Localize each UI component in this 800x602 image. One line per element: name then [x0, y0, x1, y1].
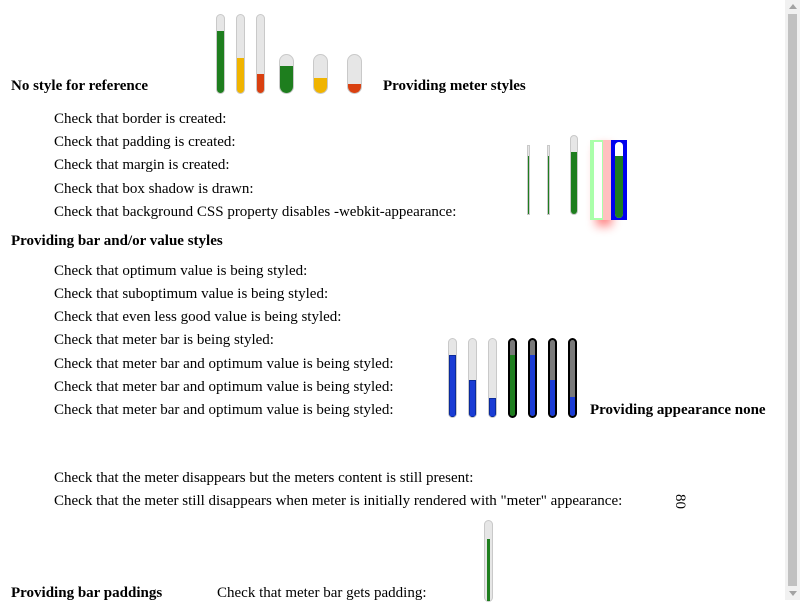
- meter-value: [615, 155, 623, 218]
- check-meter-bar-label: Check that meter bar is being styled:: [54, 332, 274, 348]
- meter-value: [280, 66, 293, 93]
- padded-meter: [484, 520, 493, 602]
- meter-track: [615, 142, 623, 218]
- appearance-none-heading: Providing appearance none: [590, 402, 766, 418]
- meter-with-padding: [547, 145, 550, 215]
- bar-paddings-heading: Providing bar paddings: [11, 585, 163, 601]
- meter-with-background: [611, 140, 627, 220]
- rotated-meter-content: 80: [672, 494, 688, 509]
- scroll-down-arrow-icon[interactable]: [785, 586, 800, 600]
- check-bar-optimum-label-1: Check that meter bar and optimum value i…: [54, 356, 394, 372]
- styled-optimum-meter: [448, 338, 457, 418]
- scrollbar-thumb[interactable]: [788, 14, 797, 586]
- vertical-scrollbar[interactable]: [785, 0, 800, 600]
- meter-track: [594, 142, 602, 218]
- check-meter-disappears-label: Check that the meter disappears but the …: [54, 470, 474, 486]
- check-box-shadow-label: Check that box shadow is drawn:: [54, 181, 254, 197]
- reference-meter-wide-even-less-good: [347, 54, 362, 94]
- meter-value: [469, 379, 476, 417]
- reference-meter-suboptimum: [236, 14, 245, 94]
- check-meter-still-disappears-label: Check that the meter still disappears wh…: [54, 493, 623, 509]
- meter-value: [257, 73, 264, 93]
- reference-meter-even-less-good: [256, 14, 265, 94]
- styled-meter-bar: [508, 338, 517, 418]
- meter-value: [237, 57, 244, 93]
- meter-value: [570, 397, 575, 416]
- styled-meter-bar-optimum-1: [528, 338, 537, 418]
- meter-with-margin: [570, 135, 578, 215]
- styled-suboptimum-meter: [468, 338, 477, 418]
- meter-value: [571, 151, 577, 214]
- check-margin-label: Check that margin is created:: [54, 157, 230, 173]
- check-border-label: Check that border is created:: [54, 111, 227, 127]
- meter-value: [449, 354, 456, 417]
- meter-with-box-shadow: [590, 140, 606, 220]
- styled-meter-bar-optimum-3: [568, 338, 577, 418]
- meter-value: [510, 355, 515, 416]
- check-bar-optimum-label-3: Check that meter bar and optimum value i…: [54, 402, 394, 418]
- meter-value: [548, 156, 549, 214]
- reference-meter-wide-optimum: [279, 54, 294, 94]
- check-optimum-label: Check that optimum value is being styled…: [54, 263, 308, 279]
- meter-value: [530, 355, 535, 416]
- meter-value: [314, 77, 327, 93]
- meter-value: [217, 30, 224, 93]
- meter-value: [550, 379, 555, 416]
- styled-even-less-good-meter: [488, 338, 497, 418]
- check-suboptimum-label: Check that suboptimum value is being sty…: [54, 286, 329, 302]
- meter-shadow-overlay: [603, 140, 611, 220]
- meter-value: [487, 539, 490, 601]
- meter-value: [528, 156, 529, 214]
- meter-styles-heading: Providing meter styles: [383, 78, 526, 94]
- no-style-heading: No style for reference: [11, 78, 149, 94]
- reference-meter-optimum: [216, 14, 225, 94]
- meter-with-border: [527, 145, 530, 215]
- meter-value: [348, 83, 361, 93]
- scroll-up-arrow-icon[interactable]: [785, 0, 800, 14]
- check-padding-label: Check that padding is created:: [54, 134, 236, 150]
- reference-meter-wide-suboptimum: [313, 54, 328, 94]
- check-even-less-good-label: Check that even less good value is being…: [54, 309, 342, 325]
- styled-meter-bar-optimum-2: [548, 338, 557, 418]
- check-background-label: Check that background CSS property disab…: [54, 204, 457, 220]
- check-padding-bar-label: Check that meter bar gets padding:: [217, 585, 427, 601]
- check-bar-optimum-label-2: Check that meter bar and optimum value i…: [54, 379, 394, 395]
- meter-value: [489, 397, 496, 417]
- bar-value-styles-heading: Providing bar and/or value styles: [11, 233, 223, 249]
